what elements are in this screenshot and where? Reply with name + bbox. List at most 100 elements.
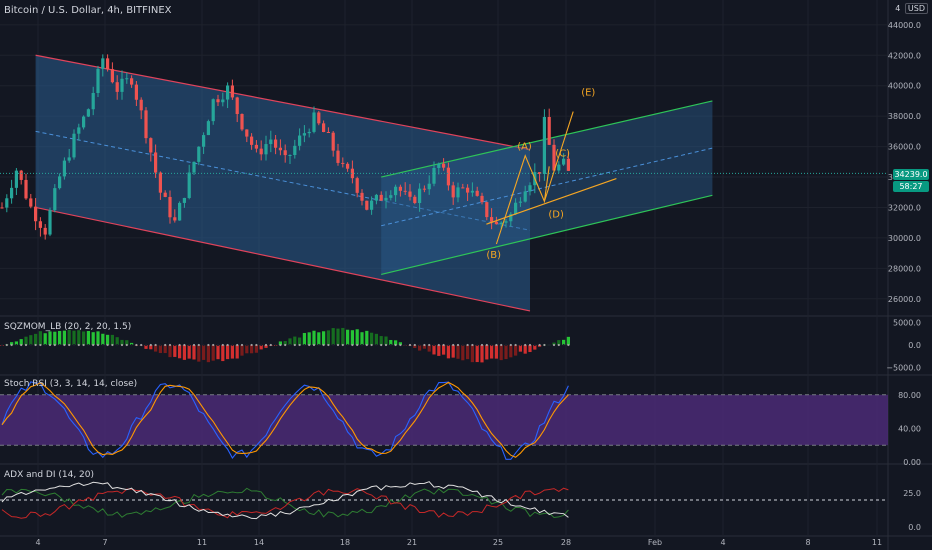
sqz-bar	[422, 345, 426, 349]
sqz-dot	[140, 343, 143, 347]
sqz-dot	[68, 343, 71, 347]
sqz-dot	[466, 343, 469, 347]
candle-body	[43, 227, 47, 235]
candle-body	[178, 202, 182, 221]
sqz-bar	[178, 345, 182, 359]
sqz-bar	[518, 345, 522, 352]
sqz-dot	[10, 343, 13, 347]
candle-body	[427, 183, 431, 190]
candle-body	[293, 145, 297, 156]
candle-body	[240, 114, 244, 130]
sqz-dot	[476, 343, 479, 347]
sqz-bar	[235, 345, 239, 359]
sqz-bar	[384, 336, 388, 345]
candle-body	[562, 158, 566, 165]
sqz-dot	[173, 343, 176, 347]
sqz-dot	[29, 343, 32, 347]
sqz-tick-label: 0.0	[908, 341, 921, 350]
candle-body	[250, 136, 254, 145]
sqz-dot	[125, 343, 128, 347]
candle-body	[206, 121, 210, 136]
wave-label: (D)	[548, 209, 564, 220]
sqz-dot	[437, 343, 440, 347]
sqz-dot	[116, 343, 119, 347]
currency-label[interactable]: USD	[904, 3, 928, 14]
sqz-dot	[226, 343, 229, 347]
sqz-dot	[543, 343, 546, 347]
candle-body	[461, 187, 465, 189]
sqz-bar	[168, 345, 172, 358]
candle-body	[509, 214, 513, 222]
stoch-rsi-pane[interactable]	[0, 381, 888, 460]
sqz-bar	[163, 345, 167, 354]
sqzmom-label[interactable]: SQZMOM_LB (20, 2, 20, 1.5)	[4, 322, 132, 332]
candle-body	[53, 188, 57, 211]
sqz-bar	[461, 345, 465, 361]
sqz-bar	[365, 330, 369, 345]
symbol-title[interactable]: Bitcoin / U.S. Dollar, 4h, BITFINEX	[4, 5, 172, 16]
candle-body	[360, 192, 364, 201]
sqz-dot	[202, 343, 205, 347]
x-tick-label: 21	[407, 538, 417, 547]
candle-body	[302, 133, 306, 136]
candle-body	[34, 206, 38, 222]
sqz-bar	[451, 345, 455, 358]
sqz-dot	[500, 343, 503, 347]
price-pane[interactable]: (A) (B) (C) (D) (E)	[0, 54, 888, 312]
candle-body	[235, 97, 239, 115]
candle-body	[110, 69, 114, 83]
currency-selector[interactable]: 4 USD	[895, 3, 928, 14]
sqz-dot	[231, 343, 234, 347]
y-tick-label: 30000.0	[888, 234, 921, 243]
sqz-bar	[418, 345, 422, 351]
sqz-bar	[331, 328, 335, 345]
sqz-dot	[428, 343, 431, 347]
sqzmom-pane[interactable]	[0, 327, 570, 363]
sqz-dot	[87, 343, 90, 347]
candle-body	[62, 160, 66, 177]
sqz-dot	[389, 343, 392, 347]
adx-pane[interactable]	[0, 481, 888, 520]
sqz-dot	[524, 343, 527, 347]
sqz-dot	[418, 343, 421, 347]
candle-body	[259, 148, 263, 155]
sqz-dot	[504, 343, 508, 347]
candle-body	[504, 221, 508, 223]
sqz-dot	[15, 343, 18, 347]
candle-body	[456, 187, 460, 198]
candle-body	[77, 127, 81, 134]
sqz-dot	[356, 343, 359, 347]
sqz-bar	[514, 345, 518, 356]
candle-body	[307, 131, 311, 134]
sqz-dot	[0, 343, 4, 347]
candle-body	[398, 186, 402, 191]
candle-body	[211, 99, 215, 122]
sqz-bar	[240, 345, 244, 356]
stoch-rsi-label[interactable]: Stoch RSI (3, 3, 14, 14, close)	[4, 379, 138, 389]
candle-body	[288, 155, 292, 157]
sqz-dot	[548, 343, 551, 347]
sqz-dot	[58, 343, 61, 347]
x-tick-label: 11	[197, 538, 207, 547]
candle-body	[317, 112, 321, 124]
y-tick-label: 38000.0	[888, 112, 921, 121]
sqz-bar	[226, 345, 230, 360]
sqz-bar	[254, 345, 258, 353]
sqz-dot	[269, 343, 272, 347]
adx-line	[1, 481, 569, 520]
sqz-bar	[533, 345, 537, 350]
sqz-dot	[20, 343, 23, 347]
adx-tick-label: 0.0	[908, 523, 921, 532]
sqz-bar	[480, 345, 484, 363]
candle-body	[82, 116, 86, 128]
candle-body	[130, 78, 134, 85]
sqz-bar	[360, 332, 364, 345]
candle-body	[58, 176, 62, 189]
candle-body	[370, 200, 374, 210]
candle-body	[101, 58, 105, 69]
sqz-bar	[442, 345, 446, 355]
sqz-dot	[82, 343, 85, 347]
adx-label[interactable]: ADX and DI (14, 20)	[4, 470, 94, 480]
candle-body	[379, 194, 383, 201]
